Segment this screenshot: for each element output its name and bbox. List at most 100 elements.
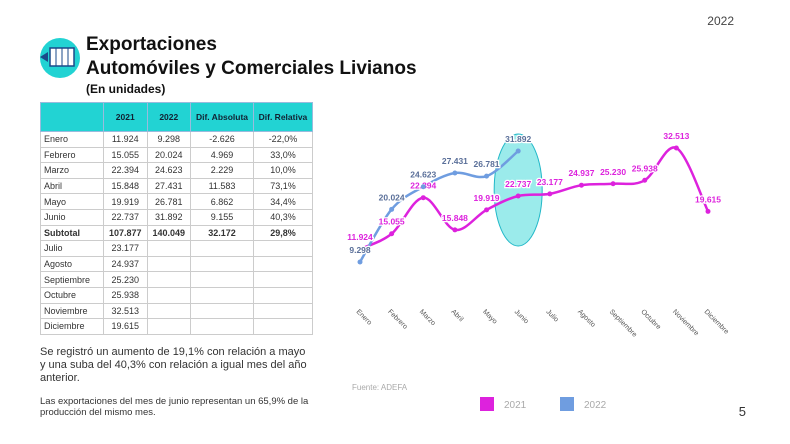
table-cell — [252, 302, 314, 320]
table-cell: 24.623 — [146, 162, 192, 179]
table-row: Marzo 22.394 24.623 2.229 10,0% — [40, 162, 314, 179]
table-cell: 26.781 — [146, 193, 192, 210]
table-cell — [252, 271, 314, 288]
table-cell — [252, 318, 314, 335]
header-cell — [40, 102, 104, 132]
table-cell: 140.049 — [146, 224, 192, 242]
data-label: 15.055 — [379, 217, 405, 227]
table-cell — [190, 318, 254, 335]
table-row: Diciembre 19.615 — [40, 318, 314, 335]
table-row: Febrero 15.055 20.024 4.969 33,0% — [40, 146, 314, 164]
x-tick-label: Julio — [544, 308, 559, 323]
point — [452, 227, 458, 233]
table-cell: Noviembre — [40, 302, 104, 320]
data-label: 22.737 — [505, 179, 531, 189]
table-cell: 25.938 — [103, 286, 148, 304]
x-tick-label: Abril — [449, 308, 464, 323]
data-label: 25.230 — [600, 167, 626, 177]
note: Las exportaciones del mes de junio repre… — [40, 396, 309, 418]
table-cell: 25.230 — [103, 271, 148, 288]
table-row: Agosto 24.937 — [40, 255, 314, 273]
data-label: 19.919 — [474, 193, 500, 203]
header-cell: 2022 — [146, 102, 192, 132]
table-cell — [252, 240, 314, 257]
table-cell — [146, 286, 192, 304]
table-cell: 27.431 — [146, 177, 192, 195]
table-cell: Abril — [40, 177, 104, 195]
x-tick-label: Octubre — [639, 308, 662, 331]
table-cell — [146, 302, 192, 320]
header-cell: 2021 — [103, 102, 148, 132]
table-cell: 2.229 — [190, 162, 254, 179]
table-cell: 15.848 — [103, 177, 148, 195]
data-label: 32.513 — [663, 131, 689, 141]
table-row: Noviembre 32.513 — [40, 302, 314, 320]
table-cell: -2.626 — [190, 131, 254, 148]
data-label: 24.937 — [568, 168, 594, 178]
table-cell — [190, 255, 254, 273]
table-cell — [146, 271, 192, 288]
point — [515, 148, 521, 154]
note: Se registró un aumento de 19,1% con rela… — [40, 346, 307, 384]
point — [610, 181, 616, 187]
table-cell: 11.583 — [190, 177, 254, 195]
table-cell — [190, 286, 254, 304]
table-cell: 22.737 — [103, 208, 148, 226]
point — [389, 206, 395, 212]
x-tick-label: Enero — [355, 308, 373, 326]
table-cell: 11.924 — [103, 131, 148, 148]
table-cell — [252, 286, 314, 304]
table-cell: Octubre — [40, 286, 104, 304]
x-tick-label: Septiembre — [608, 308, 638, 338]
table-cell: 33,0% — [252, 146, 314, 164]
point — [484, 173, 490, 179]
year: 2022 — [707, 14, 734, 28]
table-cell: 6.862 — [190, 193, 254, 210]
header-cell: Dif. Relativa — [252, 102, 314, 132]
table-cell: Mayo — [40, 193, 104, 210]
table-row: Enero 11.924 9.298 -2.626 -22,0% — [40, 131, 314, 148]
x-tick-label: Diciembre — [703, 308, 730, 335]
legend-label: 2022 — [584, 400, 607, 411]
table-cell: Enero — [40, 131, 104, 148]
table-cell — [146, 318, 192, 335]
point — [420, 184, 426, 190]
data-label: 31.892 — [505, 134, 531, 144]
table-cell: Septiembre — [40, 271, 104, 288]
point — [389, 231, 395, 237]
table-row: Septiembre 25.230 — [40, 271, 314, 288]
table-row: Subtotal 107.877 140.049 32.172 29,8% — [40, 224, 314, 242]
table-cell: Agosto — [40, 255, 104, 273]
table-cell: 19.919 — [103, 193, 148, 210]
table-row: Mayo 19.919 26.781 6.862 34,4% — [40, 193, 314, 210]
table-cell: 107.877 — [103, 224, 148, 242]
x-tick-label: Agosto — [576, 308, 596, 328]
table-cell: Junio — [40, 208, 104, 226]
point — [673, 145, 679, 151]
table-row: Junio 22.737 31.892 9.155 40,3% — [40, 208, 314, 226]
header-row: 2021 2022 Dif. Absoluta Dif. Relativa — [40, 102, 314, 132]
table-cell: 32.172 — [190, 224, 254, 242]
table-row: Julio 23.177 — [40, 240, 314, 257]
table-cell: Febrero — [40, 146, 104, 164]
data-label: 9.298 — [349, 245, 371, 255]
data-label: 11.924 — [347, 232, 373, 242]
source: Fuente: ADEFA — [352, 383, 408, 392]
data-label: 15.848 — [442, 213, 468, 223]
table-cell: Diciembre — [40, 318, 104, 335]
table-cell: 20.024 — [146, 146, 192, 164]
table-cell: Julio — [40, 240, 104, 257]
x-tick-label: Noviembre — [671, 308, 700, 337]
legend-swatch — [560, 397, 574, 411]
table-cell — [190, 302, 254, 320]
table-cell: 19.615 — [103, 318, 148, 335]
table-cell: 22.394 — [103, 162, 148, 179]
data-label: 25.938 — [632, 163, 658, 173]
data-table: 2021 2022 Dif. Absoluta Dif. Relativa Enero 1… — [40, 102, 314, 335]
icon — [40, 38, 80, 78]
table-cell — [190, 271, 254, 288]
data-label: 26.781 — [474, 159, 500, 169]
table-cell: 23.177 — [103, 240, 148, 257]
data-label: 19.615 — [695, 194, 721, 204]
